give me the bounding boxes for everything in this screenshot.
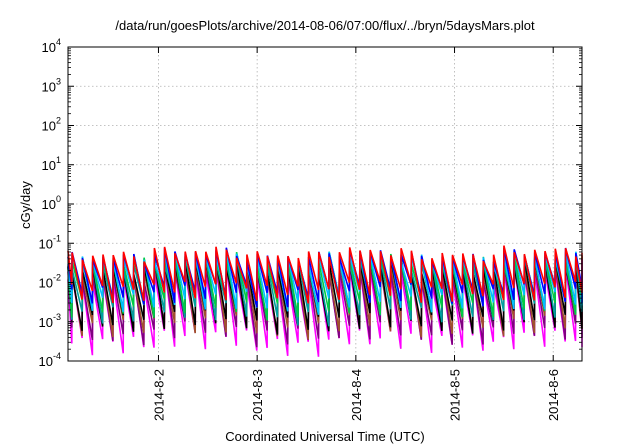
y-tick-label: 100	[42, 194, 61, 212]
y-tick-label: 10-4	[39, 351, 61, 369]
x-tick-label: 2014-8-2	[151, 369, 166, 421]
y-tick-exponent: -4	[53, 351, 61, 361]
y-tick-label: 103	[42, 76, 61, 94]
x-tick-label: 2014-8-4	[349, 369, 364, 421]
y-axis-label: cGy/day	[18, 181, 33, 229]
chart-title: /data/run/goesPlots/archive/2014-08-06/0…	[115, 18, 535, 33]
y-tick-exponent: -2	[53, 273, 61, 283]
y-tick-label: 101	[42, 155, 61, 173]
y-tick-exponent: -1	[53, 233, 61, 243]
y-tick-exponent: 1	[56, 155, 61, 165]
y-tick-label: 10-2	[39, 273, 61, 291]
x-axis-label: Coordinated Universal Time (UTC)	[225, 429, 424, 444]
ticks	[68, 46, 582, 362]
y-tick-exponent: 0	[56, 194, 61, 204]
data-series-9	[67, 245, 583, 304]
x-tick-label: 2014-8-6	[546, 369, 561, 421]
series-layer	[67, 245, 583, 357]
y-tick-exponent: -3	[53, 312, 61, 322]
y-tick-label: 102	[42, 116, 61, 134]
plot-area	[67, 46, 583, 362]
x-tick-labels: 2014-8-2 2014-8-3 2014-8-4 2014-8-5 2014-8-6	[151, 369, 561, 421]
y-tick-label: 104	[42, 37, 61, 55]
x-tick-label: 2014-8-3	[250, 369, 265, 421]
y-tick-label: 10-1	[39, 233, 61, 251]
y-tick-exponent: 4	[56, 37, 61, 47]
y-tick-exponent: 2	[56, 116, 61, 126]
y-tick-label: 10-3	[39, 312, 61, 330]
x-tick-label: 2014-8-5	[448, 369, 463, 421]
y-tick-exponent: 3	[56, 76, 61, 86]
